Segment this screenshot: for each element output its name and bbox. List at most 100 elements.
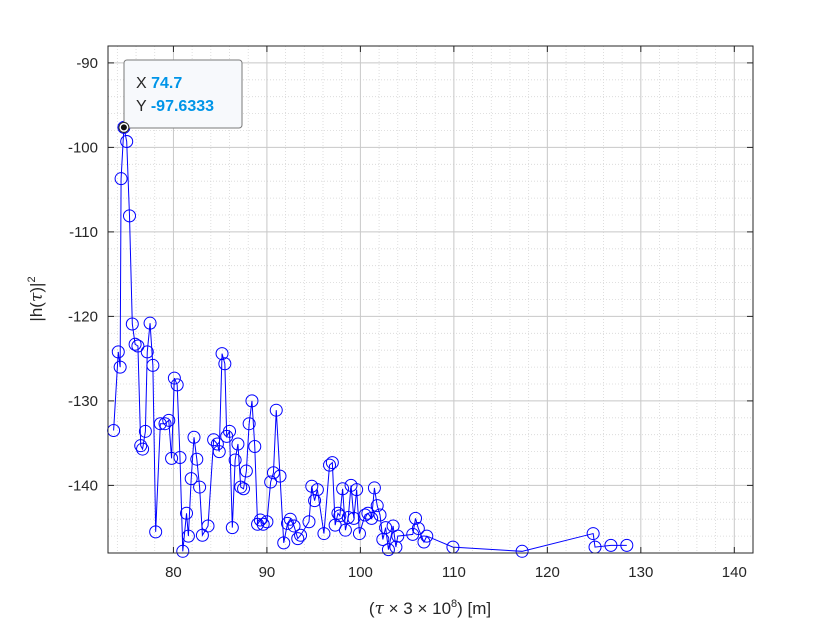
data-point: [336, 482, 350, 496]
data-point: [317, 527, 331, 541]
data-point: [212, 445, 226, 459]
data-point: [409, 511, 423, 525]
data-point: [128, 337, 142, 351]
data-point: [218, 357, 232, 371]
data-point: [239, 464, 253, 478]
x-axis-label: (τ × 3 × 108) [m]: [369, 598, 491, 619]
data-point: [352, 527, 366, 541]
data-point: [195, 528, 209, 542]
data-point: [280, 516, 294, 530]
x-tick-label: 110: [442, 564, 466, 581]
y-tick-label: -130: [68, 393, 98, 410]
data-point: [149, 525, 163, 539]
data-point: [333, 509, 347, 523]
data-point: [162, 413, 176, 427]
data-point: [228, 453, 242, 467]
axes-box: [107, 45, 754, 554]
data-point: [123, 209, 136, 223]
data-point: [184, 472, 198, 486]
data-point: [138, 424, 152, 438]
data-point: [283, 512, 297, 526]
data-point: [515, 544, 529, 558]
data-point: [120, 134, 134, 148]
x-tick-label: 140: [722, 564, 747, 581]
series-layer: [107, 120, 634, 558]
data-point: [140, 345, 154, 359]
data-point: [373, 508, 387, 522]
data-point: [165, 451, 179, 465]
data-point: [245, 394, 259, 408]
data-point: [153, 417, 167, 431]
data-point: [248, 440, 262, 454]
data-point: [207, 433, 221, 447]
data-point: [167, 371, 181, 385]
data-point: [131, 339, 145, 353]
data-point: [231, 437, 245, 451]
y-tick-label: -140: [68, 477, 98, 494]
data-point: [176, 544, 190, 558]
data-point: [338, 523, 352, 537]
y-tick-label: -120: [68, 308, 98, 325]
data-point: [310, 483, 324, 497]
data-point: [381, 543, 395, 557]
data-point: [242, 417, 256, 431]
data-point: [586, 527, 600, 541]
data-point: [420, 529, 434, 543]
data-point: [253, 513, 267, 527]
data-point: [260, 515, 274, 529]
datatip[interactable]: X 74.7 Y -97.6333: [123, 59, 243, 129]
y-tick-label: -110: [69, 224, 98, 241]
data-point: [134, 439, 148, 453]
y-tick-label: -100: [68, 139, 98, 156]
data-point: [277, 536, 291, 550]
data-point: [181, 529, 195, 543]
data-point: [173, 451, 187, 465]
datatip-y-row: Y -97.6333: [136, 98, 214, 115]
data-point: [143, 316, 157, 330]
data-point: [113, 360, 127, 374]
data-point: [201, 519, 215, 533]
data-point: [190, 452, 204, 466]
data-point: [391, 529, 405, 543]
datatip-box: [123, 59, 243, 129]
datatip-x-row: X 74.7: [136, 75, 182, 92]
data-point: [256, 517, 270, 531]
data-point: [111, 345, 125, 359]
data-point: [325, 456, 339, 470]
data-point: [350, 483, 364, 497]
minor-grid: [108, 45, 754, 554]
plot-area: 80 90 100 110 120 130 140 -90 -100 -110 -120 -130 -1…: [68, 45, 754, 581]
data-point: [302, 515, 316, 529]
data-point: [417, 535, 431, 549]
data-point: [180, 506, 194, 520]
data-point: [125, 317, 139, 331]
data-point: [379, 521, 393, 535]
major-grid: [108, 46, 753, 553]
data-point: [210, 437, 224, 451]
data-point: [215, 347, 229, 361]
datatip-marker: [118, 121, 130, 133]
data-point: [237, 482, 251, 496]
data-point: [136, 442, 150, 456]
data-point: [358, 508, 372, 522]
data-point: [146, 358, 160, 372]
datatip-marker-dot: [120, 124, 127, 131]
data-point: [234, 480, 248, 494]
data-point: [365, 511, 379, 525]
data-point: [223, 424, 237, 438]
data-point: [269, 403, 283, 417]
data-point: [341, 511, 355, 525]
data-point: [604, 538, 618, 552]
data-point: [620, 538, 634, 552]
data-point: [187, 430, 201, 444]
data-point: [291, 532, 305, 546]
data-point: [225, 521, 239, 535]
data-point: [193, 480, 207, 494]
data-point: [264, 475, 278, 489]
tick-layer: 80 90 100 110 120 130 140 -90 -100 -110 -120 -130 -1…: [68, 46, 753, 581]
data-point: [273, 469, 287, 483]
x-tick-label: 80: [165, 564, 182, 581]
data-point: [287, 519, 301, 533]
data-point: [170, 378, 184, 392]
